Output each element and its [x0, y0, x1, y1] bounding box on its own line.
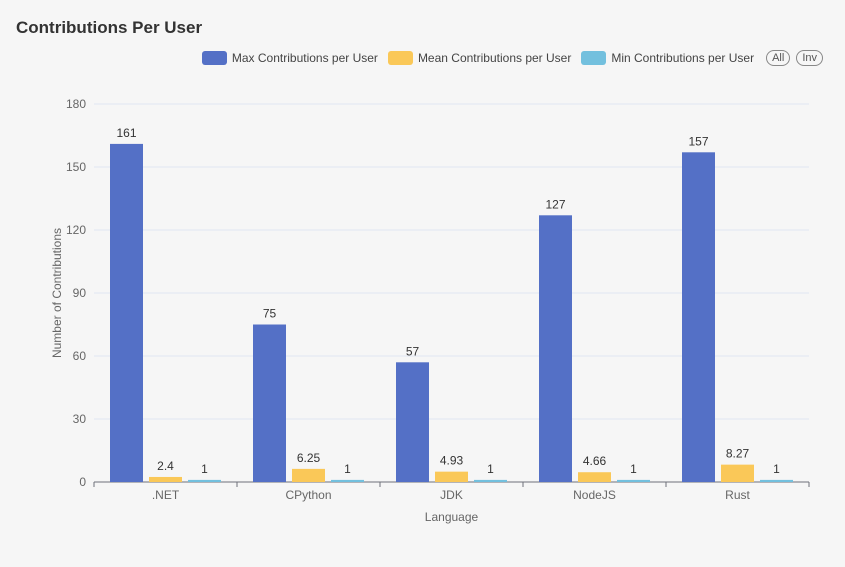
y-axis-title: Number of Contributions [50, 228, 64, 358]
data-label: 1 [344, 462, 351, 476]
x-tick-label: JDK [440, 488, 463, 502]
y-tick-label: 90 [73, 286, 87, 300]
legend-label-mean: Mean Contributions per User [417, 51, 572, 65]
x-tick-label: CPython [285, 488, 331, 502]
data-label: 4.93 [440, 454, 464, 468]
legend-label-max: Max Contributions per User [231, 51, 378, 65]
data-label: 6.25 [297, 451, 321, 465]
data-label: 1 [487, 462, 494, 476]
legend-swatch-mean [387, 51, 413, 65]
bar-min [760, 479, 793, 482]
legend-swatch-max [201, 51, 227, 65]
legend-swatch-min [581, 51, 607, 65]
bar-max [396, 362, 429, 482]
y-tick-label: 0 [79, 475, 86, 489]
bar-max [682, 152, 715, 483]
legend-item-min[interactable]: Min Contributions per User [581, 51, 754, 65]
legend-label-min: Min Contributions per User [611, 51, 755, 65]
data-label: 4.66 [583, 454, 607, 468]
y-tick-label: 30 [73, 412, 87, 426]
data-label: 161 [116, 126, 136, 140]
data-label: 8.27 [726, 447, 750, 461]
bar-max [110, 143, 143, 482]
data-label: 127 [545, 197, 565, 211]
bar-min [617, 479, 650, 482]
bar-mean [435, 471, 468, 482]
bar-mean [292, 468, 325, 482]
bar-mean [578, 472, 611, 482]
data-label: 1 [630, 462, 637, 476]
bar-max [539, 215, 572, 483]
legend-select-all-button[interactable]: All [766, 50, 791, 66]
data-label: 1 [773, 462, 780, 476]
bar-max [253, 324, 286, 482]
y-tick-label: 150 [66, 160, 86, 174]
y-tick-label: 180 [66, 97, 86, 111]
x-tick-label: Rust [725, 488, 750, 502]
bar-min [331, 479, 364, 482]
bar-min [474, 479, 507, 482]
data-label: 57 [406, 344, 420, 358]
bar-min [188, 479, 221, 482]
y-tick-label: 60 [73, 349, 87, 363]
legend-item-mean[interactable]: Mean Contributions per User [387, 51, 572, 65]
data-label: 157 [688, 134, 708, 148]
y-tick-label: 120 [66, 223, 86, 237]
chart-title: Contributions Per User [16, 18, 203, 37]
legend: Max Contributions per User Mean Contribu… [201, 50, 823, 66]
bar-mean [721, 464, 754, 482]
data-label: 2.4 [157, 459, 174, 473]
x-axis-title: Language [425, 510, 479, 524]
legend-item-max[interactable]: Max Contributions per User [201, 51, 378, 65]
x-tick-label: .NET [152, 488, 180, 502]
bar-mean [149, 476, 182, 482]
x-tick-label: NodeJS [573, 488, 616, 502]
data-label: 1 [201, 462, 208, 476]
data-label: 75 [263, 307, 277, 321]
legend-inverse-button[interactable]: Inv [796, 50, 823, 66]
